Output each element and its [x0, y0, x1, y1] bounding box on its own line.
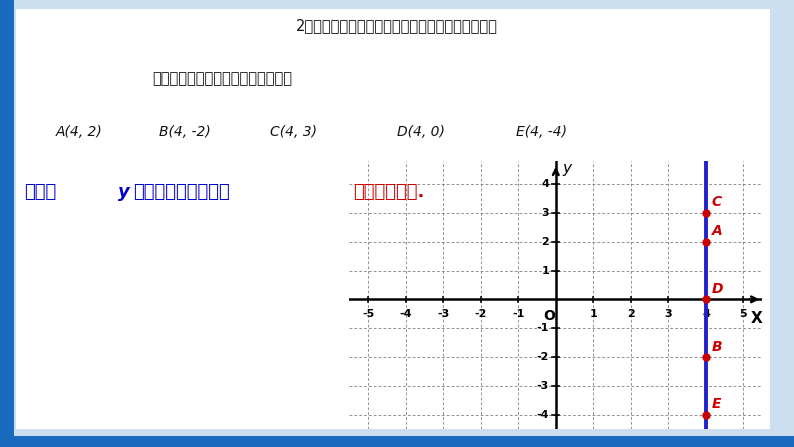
Text: 5: 5	[740, 308, 747, 319]
Text: E: E	[711, 397, 721, 411]
Text: 1: 1	[542, 266, 549, 275]
Text: y: y	[563, 160, 572, 176]
Text: 平行于: 平行于	[24, 183, 56, 201]
Text: C: C	[711, 195, 722, 209]
Text: 轴的点的坐标特点是: 轴的点的坐标特点是	[133, 183, 230, 201]
Text: -3: -3	[437, 308, 449, 319]
Text: y: y	[118, 183, 129, 201]
Text: 横坐标都相同.: 横坐标都相同.	[353, 183, 425, 201]
Text: 在什么位置上，由此你有什么发现？: 在什么位置上，由此你有什么发现？	[152, 72, 292, 87]
Text: D: D	[711, 282, 723, 296]
Text: 4: 4	[542, 179, 549, 189]
Text: -4: -4	[399, 308, 412, 319]
Text: -2: -2	[475, 308, 487, 319]
Text: 2: 2	[627, 308, 634, 319]
Text: 1: 1	[589, 308, 597, 319]
Text: 3: 3	[665, 308, 673, 319]
Text: D(4, 0): D(4, 0)	[397, 125, 445, 139]
Text: -5: -5	[362, 308, 374, 319]
Text: 2: 2	[542, 236, 549, 247]
Text: 4: 4	[702, 308, 710, 319]
Text: -2: -2	[537, 352, 549, 362]
Text: 3: 3	[542, 208, 549, 218]
Text: O: O	[543, 309, 555, 324]
Text: B: B	[711, 340, 723, 354]
Text: E(4, -4): E(4, -4)	[516, 125, 567, 139]
Text: -1: -1	[537, 323, 549, 333]
Text: 2、在平面直角坐标系中描出下列各点的看看这些点: 2、在平面直角坐标系中描出下列各点的看看这些点	[296, 18, 498, 33]
Text: C(4, 3): C(4, 3)	[270, 125, 317, 139]
Text: A(4, 2): A(4, 2)	[56, 125, 102, 139]
Text: -4: -4	[537, 410, 549, 420]
Text: B(4, -2): B(4, -2)	[159, 125, 210, 139]
Text: -1: -1	[512, 308, 525, 319]
Text: -3: -3	[537, 381, 549, 391]
Text: X: X	[751, 311, 762, 326]
Text: A: A	[711, 224, 723, 238]
